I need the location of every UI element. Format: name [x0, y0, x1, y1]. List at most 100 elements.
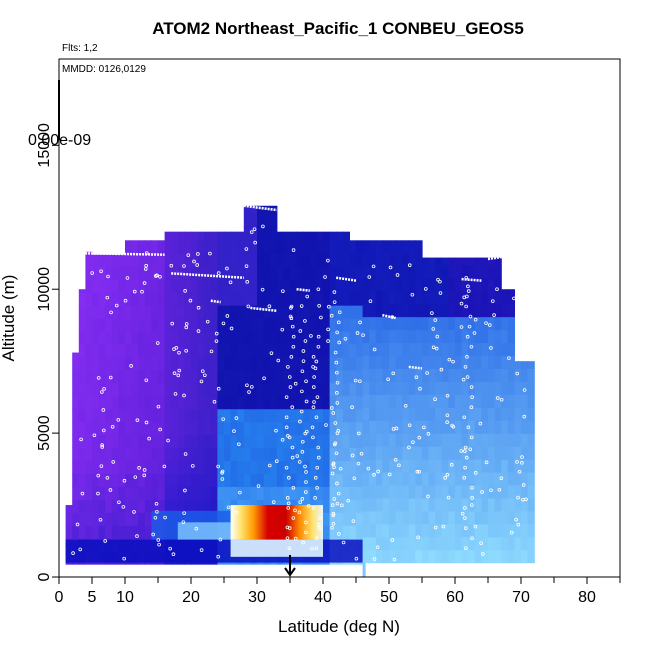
- sample-point: [280, 438, 285, 442]
- heatmap-cell: [303, 231, 311, 241]
- heatmap-cell: [283, 382, 291, 397]
- sample-point: [121, 505, 126, 509]
- heatmap-cell: [171, 447, 179, 462]
- heatmap-cell: [455, 420, 463, 434]
- heatmap-cell: [125, 318, 133, 332]
- heatmap-cell: [415, 342, 423, 357]
- heatmap-cell: [316, 305, 324, 319]
- sample-point: [221, 417, 225, 421]
- heatmap-cell: [474, 549, 482, 564]
- heatmap-cell: [257, 292, 265, 306]
- heatmap-cell: [362, 329, 370, 344]
- heatmap-cell: [224, 395, 232, 410]
- heatmap-cell: [323, 356, 331, 371]
- heatmap-cell: [309, 382, 317, 397]
- heatmap-cell: [474, 257, 482, 266]
- heatmap-cell: [356, 369, 364, 384]
- heatmap-cell: [474, 316, 482, 331]
- heatmap-cell: [92, 266, 100, 280]
- heatmap-cell: [468, 303, 476, 318]
- heatmap-cell: [131, 305, 139, 319]
- heatmap-cell: [164, 499, 172, 513]
- heatmap-cell: [501, 497, 509, 512]
- heatmap-cell: [468, 264, 476, 279]
- sample-point: [466, 425, 471, 430]
- heatmap-cell: [72, 382, 80, 397]
- sample-point: [395, 273, 400, 277]
- heatmap-cell: [191, 266, 199, 280]
- heatmap-cell: [184, 486, 192, 500]
- heatmap-cell: [309, 486, 317, 500]
- heatmap-cell: [395, 523, 403, 538]
- heatmap-cell: [461, 316, 469, 331]
- heatmap-cell: [415, 303, 423, 318]
- sample-point: [291, 334, 296, 339]
- heatmap-cell: [441, 433, 449, 447]
- heatmap-cell: [263, 343, 271, 358]
- heatmap-cell: [507, 368, 515, 382]
- heatmap-cell: [342, 512, 350, 526]
- heatmap-cell: [507, 549, 515, 564]
- heatmap-cell: [276, 343, 284, 358]
- heatmap-cell: [375, 264, 383, 279]
- heatmap-cell: [184, 330, 192, 345]
- heatmap-cell: [455, 523, 463, 538]
- heatmap-cell: [296, 279, 304, 293]
- sample-point: [350, 405, 354, 410]
- heatmap-cell: [191, 279, 199, 293]
- heatmap-cell: [448, 342, 456, 357]
- heatmap-cell: [303, 408, 311, 423]
- heatmap-cell: [448, 446, 456, 460]
- sample-point: [133, 475, 138, 479]
- sample-point: [352, 476, 357, 481]
- sample-point: [305, 294, 310, 299]
- heatmap-cell: [488, 290, 496, 305]
- heatmap-cell: [323, 231, 331, 241]
- heatmap-cell: [395, 420, 403, 434]
- heatmap-cell: [138, 330, 146, 345]
- heatmap-cell: [435, 355, 443, 369]
- heatmap-cell: [204, 292, 212, 306]
- heatmap-cell: [501, 381, 509, 395]
- heatmap-cell: [158, 447, 166, 462]
- heatmap-cell: [395, 484, 403, 499]
- sample-point: [434, 346, 439, 351]
- heatmap-cell: [455, 342, 463, 357]
- heatmap-cell: [488, 355, 496, 369]
- heatmap-cell: [441, 264, 449, 279]
- sample-point: [157, 542, 161, 547]
- heatmap-cell: [283, 231, 291, 241]
- heatmap-cell: [151, 473, 159, 487]
- heatmap-cell: [501, 420, 509, 434]
- sample-point: [287, 435, 292, 440]
- heatmap-cell: [448, 290, 456, 305]
- heatmap-cell: [441, 368, 449, 382]
- heatmap-cell: [105, 395, 113, 410]
- heatmap-cell: [349, 343, 357, 358]
- heatmap-cell: [395, 536, 403, 551]
- heatmap-cell: [177, 395, 185, 410]
- heatmap-cell: [481, 510, 489, 525]
- heatmap-cell: [389, 329, 397, 344]
- sample-point: [304, 480, 308, 484]
- heatmap-cell: [296, 305, 304, 319]
- heatmap-cell: [488, 497, 496, 512]
- heatmap-cell: [184, 266, 192, 280]
- heatmap-cell: [408, 342, 416, 357]
- heatmap-cell: [494, 536, 502, 551]
- heatmap-cell: [441, 536, 449, 551]
- heatmap-cell: [369, 420, 377, 434]
- heatmap-cell: [323, 395, 331, 410]
- heatmap-cell: [158, 305, 166, 319]
- sample-point: [287, 546, 292, 551]
- sample-point: [326, 327, 330, 332]
- sample-point: [194, 526, 199, 531]
- heatmap-cell: [78, 447, 86, 462]
- heatmap-cell: [78, 525, 86, 539]
- heatmap-cell: [455, 290, 463, 305]
- heatmap-cell: [336, 395, 344, 410]
- heatmap-cell: [441, 459, 449, 473]
- heatmap-cell: [428, 381, 436, 395]
- heatmap-cell: [158, 408, 166, 423]
- heatmap-cell: [356, 343, 364, 358]
